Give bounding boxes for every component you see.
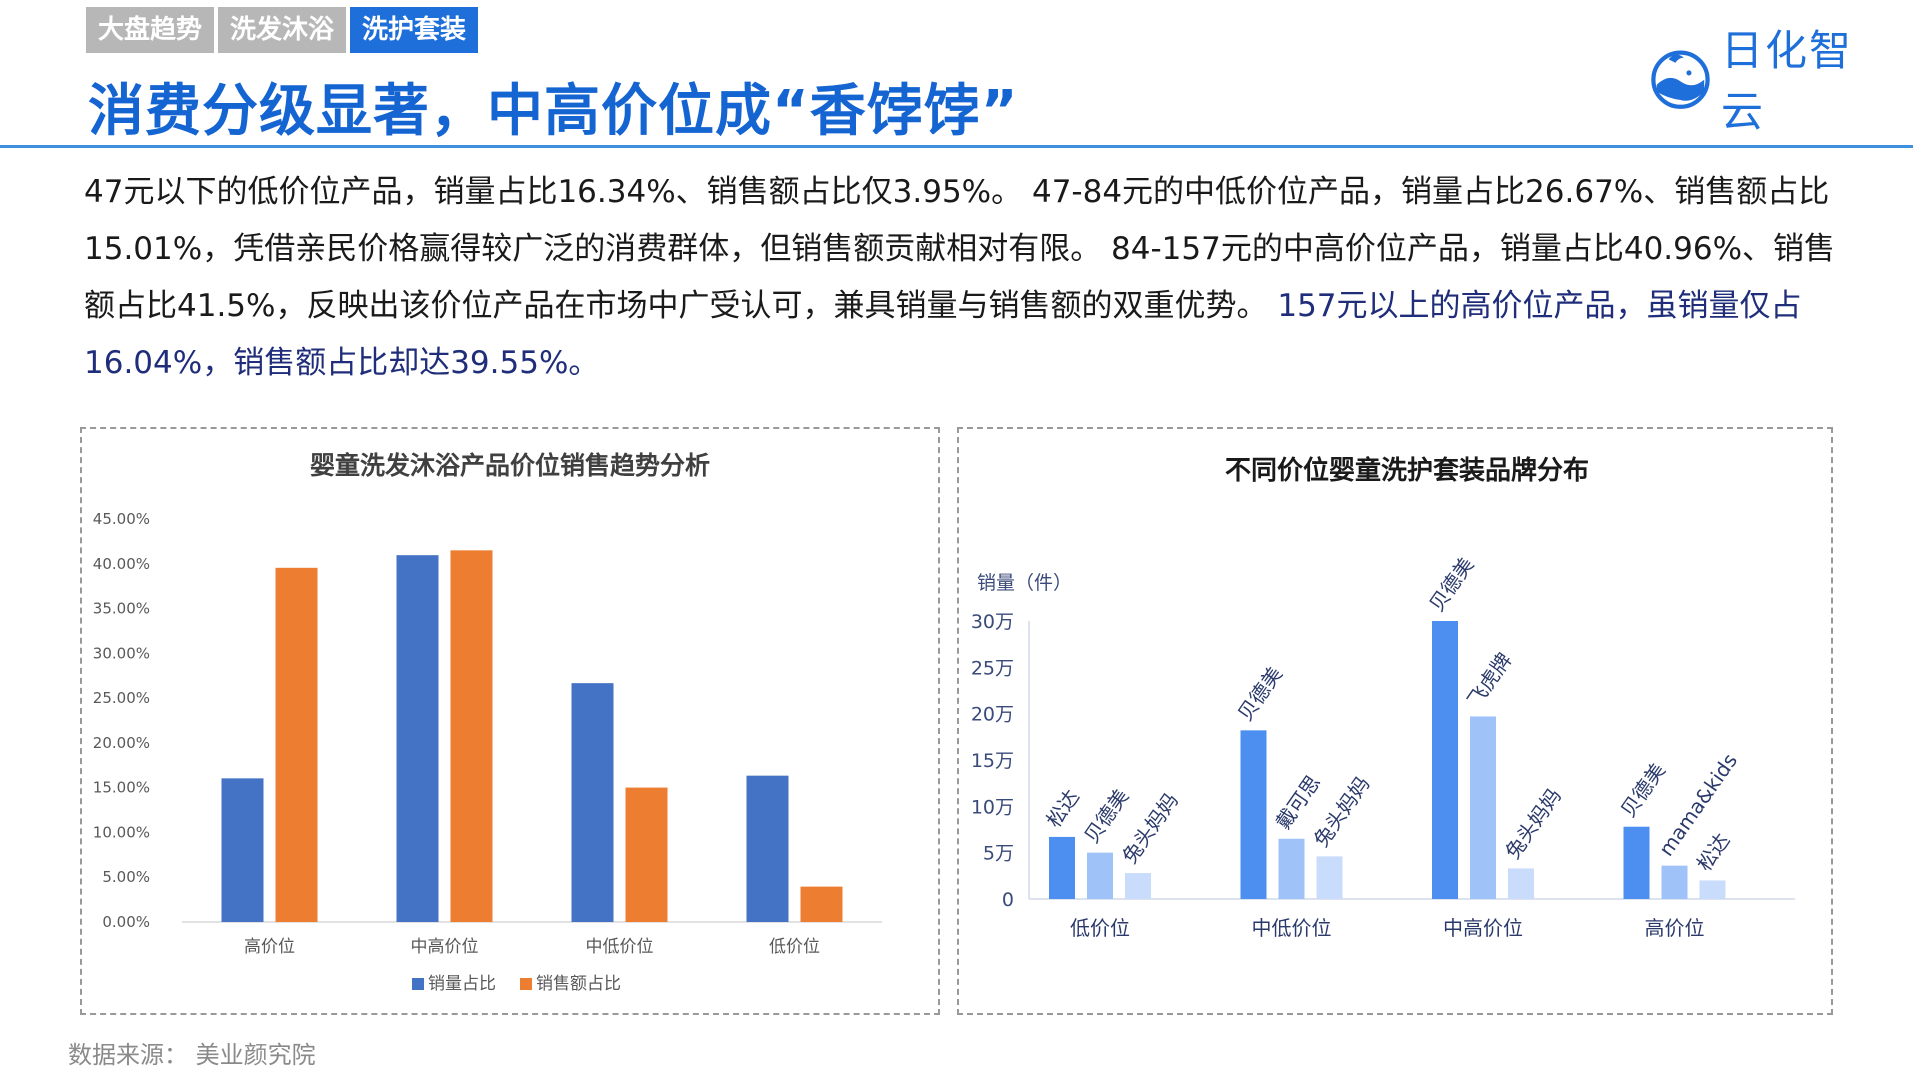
y-tick-label: 30万 <box>971 611 1014 633</box>
x-tick-label: 低价位 <box>1070 916 1130 940</box>
whale-logo-icon <box>1651 50 1710 109</box>
y-tick-label: 0 <box>1002 889 1014 911</box>
brand-bar <box>1470 716 1496 899</box>
bar-sales-amount <box>450 550 493 922</box>
price-trend-chart: 婴童洗发沐浴产品价位销售趋势分析 0.00% 5.00% 10.00% 15.00% 2… <box>93 451 882 994</box>
brand-bar <box>1240 730 1267 899</box>
y-tick-label: 25.00% <box>93 689 150 707</box>
legend-swatch <box>520 978 532 990</box>
x-tick-label: 中高价位 <box>1443 916 1523 940</box>
brand-label: 松达 <box>1041 785 1084 832</box>
bar-sales-amount <box>275 567 318 922</box>
brand-logo: 日化智云 <box>1650 26 1870 136</box>
brand-distribution-chart: 不同价位婴童洗护套装品牌分布 销量（件） 05万10万15万20万25万30万 … <box>971 455 1795 940</box>
brand-bar <box>1049 836 1075 899</box>
header-divider <box>0 145 1913 148</box>
tab-market-trend[interactable]: 大盘趋势 <box>86 7 215 53</box>
x-tick-label: 中低价位 <box>1252 916 1332 940</box>
brand-bar <box>1316 856 1343 899</box>
y-tick-label: 40.00% <box>93 555 150 573</box>
brand-label: 飞虎牌 <box>1462 648 1516 711</box>
tab-care-set[interactable]: 洗护套装 <box>350 7 479 53</box>
summary-paragraph: 47元以下的低价位产品，销量占比16.34%、销售额占比仅3.95%。 47-8… <box>84 164 1844 392</box>
chart-panel-price-trend: 婴童洗发沐浴产品价位销售趋势分析 0.00% 5.00% 10.00% 15.00% 2… <box>80 427 940 1015</box>
brand-label: 贝德美 <box>1424 553 1478 616</box>
bar-sales-volume <box>746 775 789 922</box>
brand-bar <box>1125 873 1151 899</box>
x-tick-label: 高价位 <box>1645 916 1705 940</box>
y-tick-label: 5万 <box>983 843 1014 865</box>
legend-label: 销量占比 <box>428 974 496 994</box>
y-tick-label: 45.00% <box>93 510 150 528</box>
y-tick-label: 15万 <box>971 750 1014 772</box>
brand-bar <box>1087 852 1113 899</box>
logo-text: 日化智云 <box>1720 26 1853 136</box>
brand-bar <box>1278 838 1305 899</box>
y-tick-label: 25万 <box>971 657 1014 679</box>
x-tick-label: 中高价位 <box>411 937 479 957</box>
chart-title: 不同价位婴童洗护套装品牌分布 <box>1225 455 1589 486</box>
chart-title: 婴童洗发沐浴产品价位销售趋势分析 <box>310 451 710 480</box>
brand-label: 贝德美 <box>1616 759 1670 822</box>
y-tick-label: 5.00% <box>102 868 150 886</box>
y-tick-label: 20万 <box>971 704 1014 726</box>
y-tick-label: 30.00% <box>93 644 150 662</box>
bar-sales-amount <box>800 886 843 922</box>
y-tick-label: 10.00% <box>93 823 150 841</box>
x-tick-label: 中低价位 <box>586 937 654 957</box>
page-title: 消费分级显著，中高价位成“香饽饽” <box>88 79 1019 144</box>
x-tick-label: 高价位 <box>244 937 295 957</box>
brand-bar <box>1508 868 1534 899</box>
tab-bar: 大盘趋势 洗发沐浴 洗护套装 <box>86 7 482 53</box>
y-tick-label: 10万 <box>971 796 1014 818</box>
brand-label: 贝德美 <box>1233 662 1287 725</box>
chart-panel-brand-distribution: 不同价位婴童洗护套装品牌分布 销量（件） 0 5万 10万 15万 20万 25万 30万 … <box>957 427 1833 1015</box>
y-tick-label: 0.00% <box>102 913 150 931</box>
y-tick-label: 35.00% <box>93 600 150 618</box>
brand-bar <box>1432 621 1458 899</box>
bar-sales-volume <box>571 683 614 922</box>
legend-label: 销售额占比 <box>536 974 621 994</box>
brand-bar <box>1661 865 1688 899</box>
legend-swatch <box>412 978 424 990</box>
brand-label: 松达 <box>1692 829 1735 876</box>
bar-sales-volume <box>396 555 439 922</box>
y-tick-label: 15.00% <box>93 779 150 797</box>
brand-label: 兔头妈妈 <box>1500 784 1566 863</box>
y-axis-label: 销量（件） <box>977 572 1072 594</box>
brand-bar <box>1623 826 1650 899</box>
brand-bar <box>1699 880 1726 899</box>
brand-label: 戴可思 <box>1271 771 1325 834</box>
brand-label: 贝德美 <box>1079 785 1133 848</box>
y-tick-label: 20.00% <box>93 734 150 752</box>
data-source: 数据来源： 美业颜究院 <box>68 1041 316 1069</box>
summary-text-part1: 47元以下的低价位产品，销量占比16.34%、销售额占比仅3.95%。 47-8… <box>84 174 1836 324</box>
bar-sales-amount <box>625 787 668 922</box>
x-tick-label: 低价位 <box>769 937 820 957</box>
bar-sales-volume <box>221 778 264 922</box>
tab-shampoo-bath[interactable]: 洗发沐浴 <box>218 7 347 53</box>
summary-text-highlight: 157元以上的高价位产品，虽销量仅占16.04%，销售额占比却达39.55%。 <box>84 288 1802 381</box>
